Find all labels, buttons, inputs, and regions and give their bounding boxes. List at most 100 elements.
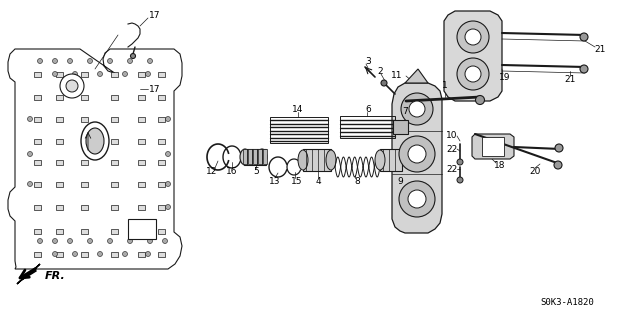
Circle shape xyxy=(409,101,425,117)
Circle shape xyxy=(408,190,426,208)
Circle shape xyxy=(457,58,489,90)
Circle shape xyxy=(72,251,77,256)
Circle shape xyxy=(28,116,33,122)
Bar xyxy=(111,182,118,187)
Text: 15: 15 xyxy=(291,176,303,186)
Bar xyxy=(81,138,88,144)
Text: 4: 4 xyxy=(315,176,321,186)
Bar xyxy=(56,251,63,257)
Text: 3: 3 xyxy=(365,56,371,65)
Bar xyxy=(128,219,156,239)
Bar xyxy=(158,204,165,210)
Circle shape xyxy=(52,251,58,256)
Circle shape xyxy=(476,95,484,105)
Bar xyxy=(81,182,88,187)
Bar xyxy=(258,149,262,164)
Circle shape xyxy=(60,74,84,98)
Bar xyxy=(253,149,257,164)
Text: 17: 17 xyxy=(149,85,161,93)
Text: 12: 12 xyxy=(206,167,218,175)
Bar xyxy=(56,94,63,100)
Bar xyxy=(81,160,88,165)
Bar xyxy=(56,71,63,77)
Text: 8: 8 xyxy=(354,176,360,186)
Bar xyxy=(158,251,165,257)
Circle shape xyxy=(67,58,72,63)
Bar xyxy=(158,138,165,144)
Bar xyxy=(111,71,118,77)
Circle shape xyxy=(38,239,42,243)
Circle shape xyxy=(147,58,152,63)
Circle shape xyxy=(555,144,563,152)
Circle shape xyxy=(166,116,170,122)
Bar xyxy=(158,182,165,187)
Circle shape xyxy=(66,80,78,92)
Bar xyxy=(34,182,41,187)
Circle shape xyxy=(145,251,150,256)
Bar xyxy=(34,251,41,257)
Bar xyxy=(111,204,118,210)
Bar xyxy=(111,116,118,122)
Bar xyxy=(34,94,41,100)
Ellipse shape xyxy=(81,122,109,160)
Text: 22: 22 xyxy=(446,165,458,174)
Ellipse shape xyxy=(257,149,267,165)
Bar xyxy=(111,251,118,257)
Bar xyxy=(158,160,165,165)
Bar xyxy=(56,116,63,122)
Polygon shape xyxy=(444,11,502,101)
Ellipse shape xyxy=(298,150,308,170)
Bar xyxy=(482,137,504,156)
Circle shape xyxy=(127,58,132,63)
Bar xyxy=(138,204,145,210)
Polygon shape xyxy=(405,69,428,83)
Ellipse shape xyxy=(86,128,104,154)
Bar xyxy=(81,228,88,234)
Text: 19: 19 xyxy=(499,72,511,81)
Circle shape xyxy=(166,152,170,157)
Bar xyxy=(380,149,402,171)
Bar xyxy=(111,160,118,165)
Text: 5: 5 xyxy=(253,167,259,175)
Bar xyxy=(56,138,63,144)
Circle shape xyxy=(122,251,127,256)
Text: FR.: FR. xyxy=(45,271,66,281)
Circle shape xyxy=(465,29,481,45)
Circle shape xyxy=(457,159,463,165)
Circle shape xyxy=(52,58,58,63)
Text: 9: 9 xyxy=(397,176,403,186)
Bar xyxy=(244,149,266,165)
Circle shape xyxy=(401,93,433,125)
Bar xyxy=(111,138,118,144)
Circle shape xyxy=(399,181,435,217)
Circle shape xyxy=(408,145,426,163)
Circle shape xyxy=(67,239,72,243)
Bar xyxy=(81,94,88,100)
Bar xyxy=(81,251,88,257)
Circle shape xyxy=(580,33,588,41)
Ellipse shape xyxy=(240,149,250,165)
Bar xyxy=(138,228,145,234)
Bar xyxy=(111,228,118,234)
Circle shape xyxy=(465,66,481,82)
Text: 18: 18 xyxy=(494,161,506,170)
Circle shape xyxy=(52,71,58,77)
Circle shape xyxy=(457,177,463,183)
Bar xyxy=(138,71,145,77)
Text: 21: 21 xyxy=(595,44,605,54)
Circle shape xyxy=(554,161,562,169)
Bar xyxy=(56,160,63,165)
Text: 20: 20 xyxy=(529,167,541,175)
Bar xyxy=(248,149,252,164)
Circle shape xyxy=(108,58,113,63)
Circle shape xyxy=(28,152,33,157)
Circle shape xyxy=(457,21,489,53)
Text: 13: 13 xyxy=(269,176,281,186)
Bar xyxy=(34,228,41,234)
Circle shape xyxy=(97,71,102,77)
Bar xyxy=(34,204,41,210)
Bar xyxy=(138,94,145,100)
Bar xyxy=(34,138,41,144)
Bar xyxy=(34,116,41,122)
Text: 1: 1 xyxy=(442,80,448,90)
